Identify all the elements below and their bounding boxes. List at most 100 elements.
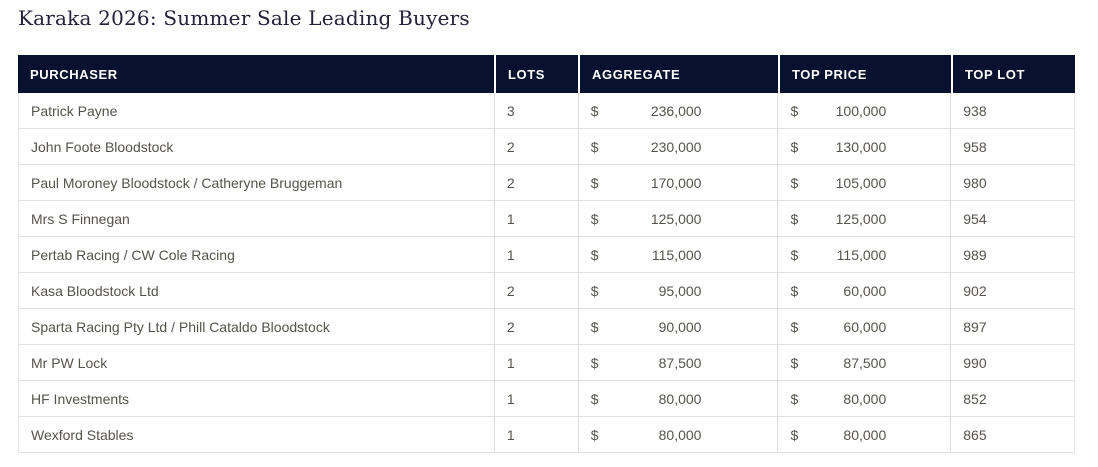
lots-cell: 2: [493, 129, 578, 164]
currency-symbol: $: [590, 426, 599, 443]
top-price-cell: $ 125,000: [777, 201, 950, 236]
top-price-cell: $ 105,000: [777, 165, 950, 200]
top-price-value: 115,000: [836, 246, 887, 263]
purchaser-cell: John Foote Bloodstock: [19, 129, 494, 164]
purchaser-value: Patrick Payne: [31, 102, 118, 119]
lots-cell: 3: [493, 93, 578, 128]
aggregate-value: 90,000: [658, 318, 702, 335]
purchaser-value: Wexford Stables: [31, 426, 134, 443]
currency-symbol: $: [590, 210, 599, 227]
aggregate-value: 236,000: [650, 102, 702, 119]
top-lot-value: 902: [963, 282, 987, 299]
aggregate-value: 80,000: [658, 426, 702, 443]
currency-symbol: $: [590, 282, 599, 299]
purchaser-value: Mr PW Lock: [31, 354, 108, 371]
column-header-top-lot: TOP LOT: [951, 55, 1075, 93]
purchaser-cell: Mr PW Lock: [19, 345, 494, 380]
top-lot-cell: 897: [950, 309, 1074, 344]
top-price-value: 60,000: [843, 282, 887, 299]
top-price-cell: $ 100,000: [777, 93, 950, 128]
lots-cell: 1: [493, 237, 578, 272]
lots-cell: 1: [493, 201, 578, 236]
top-price-value: 87,500: [843, 354, 887, 371]
lots-cell: 2: [493, 273, 578, 308]
aggregate-cell: $ 236,000: [577, 93, 778, 128]
currency-symbol: $: [790, 354, 799, 371]
top-price-cell: $ 80,000: [777, 417, 950, 452]
lots-value: 1: [506, 354, 515, 371]
top-lot-value: 954: [963, 210, 987, 227]
purchaser-cell: Mrs S Finnegan: [19, 201, 494, 236]
lots-value: 1: [506, 246, 515, 263]
lots-value: 1: [506, 426, 515, 443]
top-lot-value: 852: [963, 390, 987, 407]
currency-symbol: $: [590, 174, 599, 191]
purchaser-cell: HF Investments: [19, 381, 494, 416]
aggregate-value: 95,000: [658, 282, 702, 299]
top-price-cell: $ 80,000: [777, 381, 950, 416]
aggregate-cell: $ 90,000: [577, 309, 778, 344]
currency-symbol: $: [790, 210, 799, 227]
top-lot-value: 938: [963, 102, 987, 119]
top-lot-cell: 865: [950, 417, 1074, 452]
leading-buyers-table: PURCHASER LOTS AGGREGATE TOP PRICE TOP L…: [18, 55, 1075, 453]
page-title: Karaka 2026: Summer Sale Leading Buyers: [18, 6, 470, 30]
aggregate-value: 125,000: [650, 210, 702, 227]
aggregate-value: 80,000: [658, 390, 702, 407]
currency-symbol: $: [790, 138, 799, 155]
purchaser-cell: Sparta Racing Pty Ltd / Phill Cataldo Bl…: [19, 309, 494, 344]
aggregate-cell: $ 115,000: [577, 237, 778, 272]
currency-symbol: $: [790, 282, 799, 299]
table-row: Kasa Bloodstock Ltd 2 $ 95,000 $ 60,000 …: [19, 273, 1074, 309]
top-lot-value: 989: [963, 246, 987, 263]
lots-cell: 1: [493, 417, 578, 452]
top-lot-value: 865: [963, 426, 987, 443]
aggregate-cell: $ 125,000: [577, 201, 778, 236]
aggregate-value: 115,000: [651, 246, 702, 263]
lots-value: 2: [506, 318, 515, 335]
lots-value: 1: [506, 390, 515, 407]
top-price-value: 105,000: [835, 174, 887, 191]
aggregate-cell: $ 80,000: [577, 417, 778, 452]
column-header-lots: LOTS: [494, 55, 578, 93]
table-row: Sparta Racing Pty Ltd / Phill Cataldo Bl…: [19, 309, 1074, 345]
top-price-value: 60,000: [843, 318, 887, 335]
table-row: Paul Moroney Bloodstock / Catheryne Brug…: [19, 165, 1074, 201]
aggregate-value: 170,000: [650, 174, 702, 191]
aggregate-cell: $ 170,000: [577, 165, 778, 200]
purchaser-value: Mrs S Finnegan: [31, 210, 130, 227]
column-header-top-price: TOP PRICE: [778, 55, 951, 93]
lots-cell: 2: [493, 165, 578, 200]
top-price-cell: $ 60,000: [777, 273, 950, 308]
lots-cell: 2: [493, 309, 578, 344]
top-price-cell: $ 115,000: [777, 237, 950, 272]
top-lot-cell: 980: [950, 165, 1074, 200]
purchaser-cell: Kasa Bloodstock Ltd: [19, 273, 494, 308]
table-row: Patrick Payne 3 $ 236,000 $ 100,000 938: [19, 93, 1074, 129]
top-price-value: 80,000: [843, 390, 887, 407]
aggregate-cell: $ 95,000: [577, 273, 778, 308]
top-lot-cell: 938: [950, 93, 1074, 128]
purchaser-cell: Wexford Stables: [19, 417, 494, 452]
top-lot-cell: 958: [950, 129, 1074, 164]
currency-symbol: $: [590, 318, 599, 335]
top-price-cell: $ 87,500: [777, 345, 950, 380]
column-header-purchaser: PURCHASER: [30, 66, 118, 82]
top-price-value: 80,000: [843, 426, 887, 443]
purchaser-value: Kasa Bloodstock Ltd: [31, 282, 159, 299]
lots-cell: 1: [493, 381, 578, 416]
lots-value: 1: [506, 210, 515, 227]
aggregate-cell: $ 230,000: [577, 129, 778, 164]
table-body: Patrick Payne 3 $ 236,000 $ 100,000 938 …: [18, 93, 1075, 453]
top-price-cell: $ 130,000: [777, 129, 950, 164]
aggregate-value: 87,500: [658, 354, 702, 371]
lots-value: 2: [506, 138, 515, 155]
purchaser-value: John Foote Bloodstock: [31, 138, 174, 155]
lots-value: 2: [506, 174, 515, 191]
currency-symbol: $: [790, 174, 799, 191]
purchaser-value: Paul Moroney Bloodstock / Catheryne Brug…: [31, 174, 343, 191]
top-lot-cell: 902: [950, 273, 1074, 308]
aggregate-cell: $ 80,000: [577, 381, 778, 416]
currency-symbol: $: [790, 390, 799, 407]
top-lot-value: 990: [963, 354, 987, 371]
